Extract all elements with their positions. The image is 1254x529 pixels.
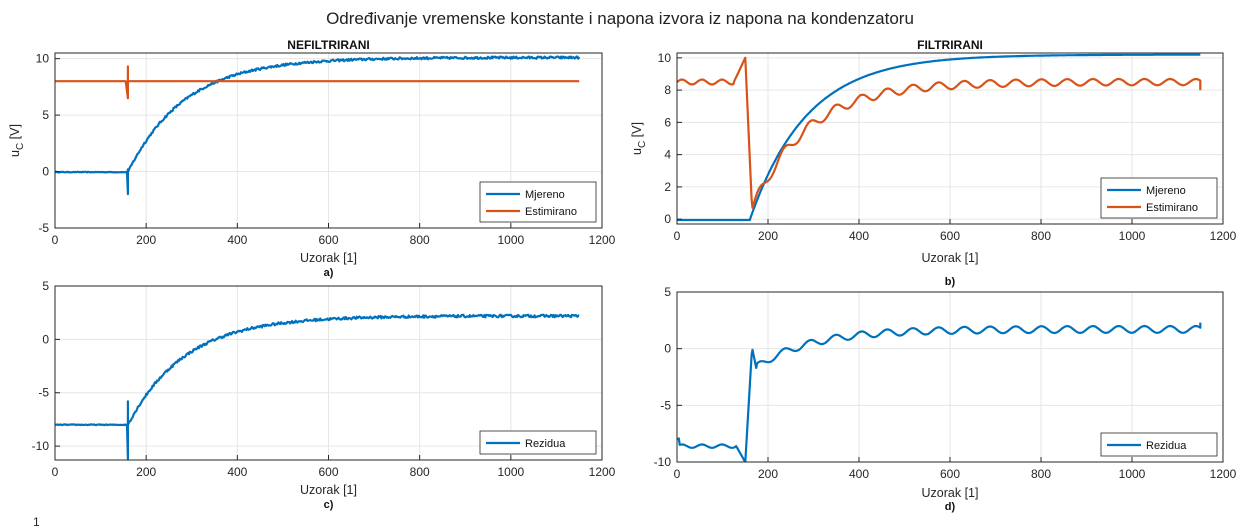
panel-title: NEFILTRIRANI [287,38,369,52]
legend-label: Mjereno [525,189,565,201]
panel-sublabel: d) [945,501,956,513]
y-tick-label: -10 [32,439,50,453]
panel-sublabel: b) [945,276,956,288]
x-tick-label: 400 [849,229,869,243]
x-tick-label: 600 [318,233,338,247]
x-tick-label: 0 [52,233,59,247]
x-tick-label: 800 [410,233,430,247]
panel-a: 0 200 400 600 800 1000 1200-50510NEFILTRIRANIU… [8,38,616,279]
series-line-estimirano [55,65,580,100]
y-tick-label: -5 [38,386,49,400]
legend-label: Mjereno [1146,185,1186,197]
x-tick-label: 200 [136,465,156,479]
y-tick-label: 10 [36,52,50,66]
legend-label: Estimirano [1146,202,1198,214]
x-tick-label: 400 [849,467,869,481]
panel-c: 0 200 400 600 800 1000 1200 -10 -5 0 5 Uzorak [1] c)… [32,279,616,511]
x-axis-label: Uzorak [1] [300,483,357,497]
figure-title: Određivanje vremenske konstante i napona… [326,9,914,28]
x-tick-label: 1200 [589,233,616,247]
y-tick-label: 2 [664,180,671,194]
x-tick-label: 400 [227,233,247,247]
series-line-mjereno [55,55,581,196]
legend: Rezidua [479,430,597,455]
legend-box [1100,432,1218,457]
panel-d: 0 200 400 600 800 1000 1200 -10 -5 0 5 Uzorak [1]d)… [654,285,1237,513]
y-axis-label: uC [V] [630,122,648,155]
x-tick-label: 1000 [1119,467,1146,481]
series-line-rezidua [677,322,1202,462]
x-tick-label: 1200 [1210,229,1237,243]
y-tick-label: -10 [654,455,672,469]
legend: Mjereno Estimirano [1100,177,1218,219]
legend-label: Rezidua [525,438,566,450]
y-tick-label: -5 [38,221,49,235]
x-tick-label: 1000 [497,465,524,479]
x-tick-label: 200 [758,229,778,243]
legend-label: Rezidua [1146,440,1187,452]
x-tick-label: 600 [318,465,338,479]
y-axis-label: uC [V] [8,124,26,157]
x-tick-label: 200 [136,233,156,247]
y-tick-label: 5 [664,285,671,299]
x-tick-label: 1000 [1119,229,1146,243]
x-axis-label: Uzorak [1] [922,251,979,265]
panel-sublabel: c) [324,499,334,511]
x-tick-label: 600 [940,229,960,243]
x-tick-label: 800 [1031,229,1051,243]
series-line-estimirano [677,56,1202,209]
legend-label: Estimirano [525,206,577,218]
x-tick-label: 0 [52,465,59,479]
y-tick-label: 0 [42,165,49,179]
x-tick-label: 200 [758,467,778,481]
x-tick-label: 1000 [497,233,524,247]
x-tick-label: 600 [940,467,960,481]
x-tick-label: 0 [674,467,681,481]
panel-sublabel: a) [324,267,334,279]
y-tick-label: 8 [664,83,671,97]
bottom-panel-fragment: 1 [33,515,40,529]
x-axis-label: Uzorak [1] [922,486,979,500]
legend-box [479,430,597,455]
panel-title: FILTRIRANI [917,38,983,52]
y-tick-label: 0 [664,212,671,226]
legend: Rezidua [1100,432,1218,457]
y-tick-label: 0 [664,342,671,356]
x-tick-label: 1200 [1210,467,1237,481]
y-tick-label: -5 [660,398,671,412]
x-tick-label: 1200 [589,465,616,479]
y-tick-label: 10 [658,51,672,65]
y-tick-label: 5 [42,279,49,293]
y-tick-label: 6 [664,115,671,129]
x-tick-label: 400 [227,465,247,479]
legend: Mjereno Estimirano [479,181,597,223]
x-tick-label: 800 [410,465,430,479]
panel-b: 0 200 400 600 800 1000 1200 0 2 4 6 8 10 FILTRIRANI Uz… [630,38,1237,288]
legend-box [1100,177,1218,219]
y-tick-label: 4 [664,148,671,162]
series-line-rezidua [55,313,580,460]
x-tick-label: 0 [674,229,681,243]
legend-box [479,181,597,223]
x-tick-label: 800 [1031,467,1051,481]
y-tick-label: 5 [42,108,49,122]
y-tick-label: 0 [42,332,49,346]
x-axis-label: Uzorak [1] [300,251,357,265]
